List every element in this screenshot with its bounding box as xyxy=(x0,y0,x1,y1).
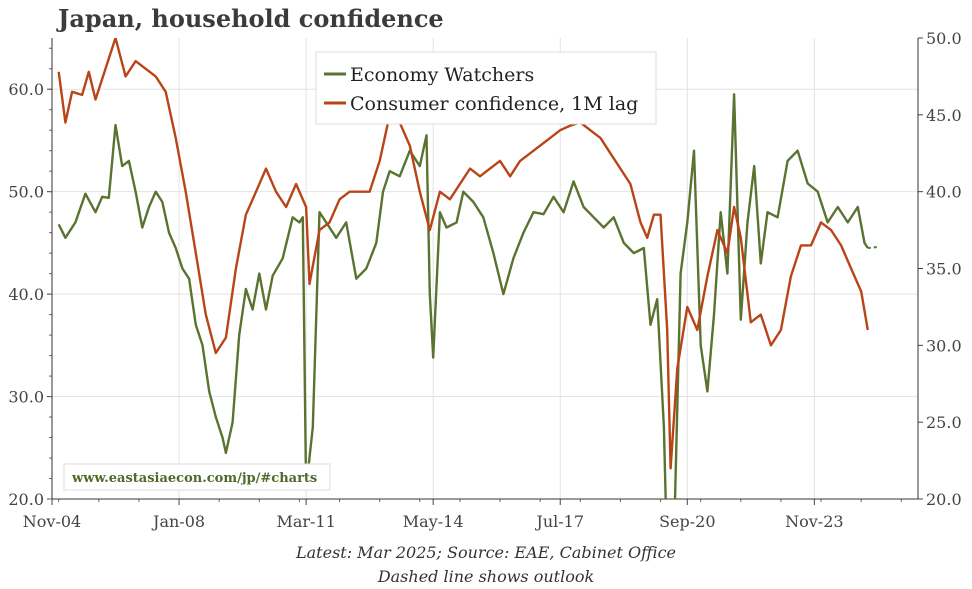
x-tick-label: Jan-08 xyxy=(151,512,205,531)
legend-label-consumer-confidence: Consumer confidence, 1M lag xyxy=(350,93,638,115)
y-right-tick-label: 25.0 xyxy=(926,413,962,432)
legend: Economy Watchers Consumer confidence, 1M… xyxy=(315,51,657,125)
y-left-tick-label: 50.0 xyxy=(8,183,44,202)
y-right-tick-label: 30.0 xyxy=(926,336,962,355)
chart-title: Japan, household confidence xyxy=(58,4,444,33)
series-lines xyxy=(57,38,878,499)
axes xyxy=(47,37,923,505)
y-right-tick-label: 20.0 xyxy=(926,490,962,509)
x-tick-label: Nov-23 xyxy=(785,512,843,531)
y-right-tick-label: 40.0 xyxy=(926,183,962,202)
x-tick-label: May-14 xyxy=(403,512,464,531)
y-left-tick-label: 20.0 xyxy=(8,490,44,509)
series-line-0 xyxy=(57,93,869,499)
series-outlook-line-0 xyxy=(867,246,878,249)
watermark-text: www.eastasiaecon.com/jp/#charts xyxy=(71,471,317,486)
series-line-1 xyxy=(57,38,869,470)
x-tick-label: Sep-20 xyxy=(659,512,715,531)
x-tick-label: Nov-04 xyxy=(23,512,81,531)
x-tick-label: Jul-17 xyxy=(534,512,584,531)
y-axis-right-ticks: 20.0 25.0 30.0 35.0 40.0 45.0 50.0 xyxy=(926,29,962,509)
y-right-tick-label: 35.0 xyxy=(926,260,962,279)
y-left-tick-label: 30.0 xyxy=(8,388,44,407)
legend-label-economy-watchers: Economy Watchers xyxy=(350,64,534,86)
y-right-tick-label: 50.0 xyxy=(926,29,962,48)
watermark-box: www.eastasiaecon.com/jp/#charts xyxy=(63,463,331,491)
y-left-tick-label: 60.0 xyxy=(8,80,44,99)
y-left-tick-label: 40.0 xyxy=(8,285,44,304)
x-tick-label: Mar-11 xyxy=(276,512,335,531)
y-axis-left-ticks: 20.0 30.0 40.0 50.0 60.0 xyxy=(8,80,44,509)
x-axis-ticks: Nov-04 Jan-08 Mar-11 May-14 Jul-17 Sep-20 Nov-… xyxy=(23,512,844,531)
source-line: Latest: Mar 2025; Source: EAE, Cabinet O… xyxy=(295,543,676,562)
note-line: Dashed line shows outlook xyxy=(377,567,594,586)
y-right-tick-label: 45.0 xyxy=(926,106,962,125)
